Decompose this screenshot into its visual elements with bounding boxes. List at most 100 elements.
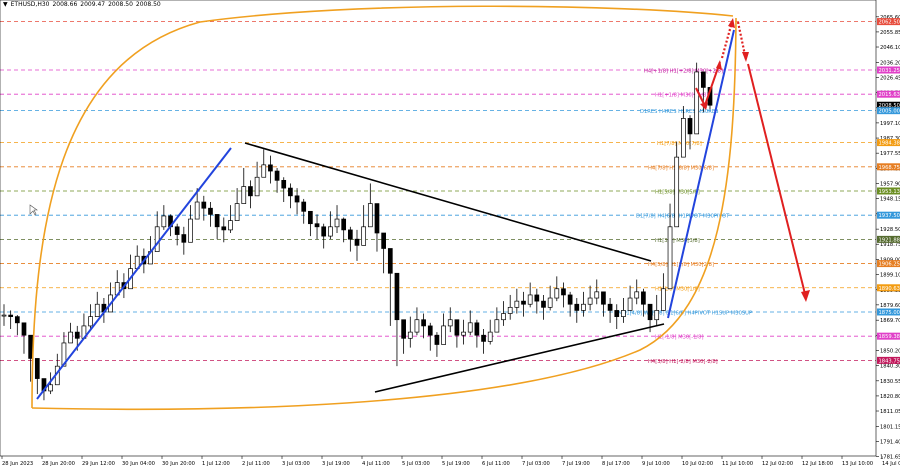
candle-body bbox=[454, 319, 460, 336]
y-tick-label: 1879.60 bbox=[880, 303, 900, 309]
candle-body bbox=[461, 331, 466, 336]
candle-body bbox=[501, 313, 506, 321]
x-tick-label: 30 Jun 20:00 bbox=[162, 461, 195, 467]
candle-body bbox=[234, 203, 240, 221]
level-label: D1[7/8] H4[6/8] H1PIVOT M30PIVOT bbox=[636, 214, 730, 220]
candle-body bbox=[674, 156, 680, 228]
candle-body bbox=[381, 232, 386, 249]
y-tick-label: 1820.80 bbox=[880, 394, 900, 400]
candle-body bbox=[268, 164, 273, 172]
red-dotted-up[interactable] bbox=[720, 21, 734, 59]
candle-body bbox=[387, 248, 393, 274]
y-tick-label: 1840.30 bbox=[880, 364, 900, 370]
x-tick-label: 7 Jul 03:00 bbox=[522, 461, 550, 467]
price-label-box bbox=[877, 139, 900, 147]
level-label: D1RES H4RES H1RES M30RES bbox=[640, 109, 718, 115]
y-tick-label: 1850.20 bbox=[880, 348, 900, 354]
red-projection-line[interactable] bbox=[747, 63, 807, 299]
price-label: 2062.50 bbox=[879, 20, 900, 26]
price-label: 2031.25 bbox=[879, 68, 900, 74]
candle-body bbox=[281, 179, 287, 189]
level-label: H4[3/8] H1[-2/8] M30[-2/8] bbox=[648, 359, 718, 365]
candle-body bbox=[174, 226, 180, 235]
candle-body bbox=[641, 291, 646, 305]
price-label: 1843.75 bbox=[879, 358, 900, 364]
candle-body bbox=[567, 294, 573, 305]
level-label: H1[3/8] M30[3/8] bbox=[655, 238, 700, 244]
y-tick-label: 1781.65 bbox=[880, 455, 900, 461]
y-tick-label: 1928.50 bbox=[880, 227, 900, 233]
price-label: 1890.63 bbox=[879, 286, 900, 292]
symbol-header: ▼ ETHUSD,H30 2008.66 2009.47 2008.50 2008.50 bbox=[3, 1, 164, 8]
candle-body bbox=[201, 201, 207, 209]
triangle-upper-line[interactable] bbox=[244, 142, 652, 262]
candle-body bbox=[261, 164, 267, 178]
candle-body bbox=[321, 226, 327, 237]
candle-body bbox=[188, 218, 193, 243]
blue-trend-line-2[interactable] bbox=[667, 29, 735, 319]
candle-body bbox=[28, 334, 33, 359]
x-tick-label: 7 Jul 19:00 bbox=[562, 461, 590, 467]
candle-body bbox=[61, 342, 67, 367]
candle-body bbox=[1, 314, 7, 317]
x-tick-label: 5 Jul 03:00 bbox=[402, 461, 430, 467]
candle-body bbox=[208, 207, 213, 215]
candle-body bbox=[687, 118, 693, 135]
candle-body bbox=[601, 291, 606, 305]
level-label: H4[+1/8] H1[+2/8] M30[+2/8] bbox=[644, 69, 723, 75]
candle-body bbox=[647, 303, 653, 321]
y-tick-label: 1957.90 bbox=[880, 182, 900, 188]
x-tick-label: 10 Jul 02:00 bbox=[682, 461, 713, 467]
candles-layer bbox=[1, 62, 713, 401]
candle-body bbox=[8, 314, 14, 317]
candle-body bbox=[354, 238, 360, 246]
x-tick-label: 12 Jul 18:00 bbox=[802, 461, 833, 467]
collapse-arrow-icon[interactable]: ▼ bbox=[3, 1, 8, 8]
candle-body bbox=[447, 319, 453, 327]
triangle-lower-line[interactable] bbox=[374, 323, 665, 393]
y-tick-label: 1801.15 bbox=[880, 424, 900, 430]
price-label-box bbox=[877, 332, 900, 340]
candle-body bbox=[401, 319, 406, 339]
red-arrow-up-1[interactable] bbox=[703, 61, 721, 109]
candle-body bbox=[661, 288, 666, 311]
x-tick-label: 4 Jul 11:00 bbox=[362, 461, 390, 467]
candle-body bbox=[521, 300, 526, 305]
y-tick-label: 1977.55 bbox=[880, 151, 900, 157]
candle-body bbox=[361, 226, 367, 246]
candle-body bbox=[587, 297, 593, 305]
y-tick-label: 2036.20 bbox=[880, 60, 900, 66]
red-arrowhead-down-1 bbox=[700, 102, 708, 110]
x-tick-label: 6 Jul 11:00 bbox=[482, 461, 510, 467]
blue-trend-line-1[interactable] bbox=[36, 147, 232, 400]
red-arrowhead-up-1 bbox=[716, 60, 722, 70]
y-tick-label: 2026.45 bbox=[880, 75, 900, 81]
orange-arc-outer[interactable] bbox=[31, 5, 734, 409]
x-tick-label: 28 Jun 20:00 bbox=[42, 461, 75, 467]
price-label-box bbox=[877, 107, 900, 115]
price-label-box bbox=[877, 66, 900, 74]
x-tick-label: 8 Jul 17:00 bbox=[602, 461, 630, 467]
candle-body bbox=[574, 303, 580, 311]
orange-arc-inner[interactable] bbox=[31, 17, 737, 411]
price-label: 1906.25 bbox=[879, 262, 900, 268]
plot-frame bbox=[0, 0, 877, 457]
candle-body bbox=[547, 297, 553, 308]
candle-body bbox=[487, 331, 493, 342]
red-arrowhead-down-2 bbox=[742, 52, 749, 62]
y-tick-label: 1997.10 bbox=[880, 121, 900, 127]
candle-body bbox=[467, 322, 473, 333]
red-arrowhead-up-2 bbox=[728, 18, 735, 28]
candle-body bbox=[74, 331, 80, 339]
candle-body bbox=[294, 195, 300, 203]
candle-body bbox=[274, 170, 280, 181]
x-tick-label: 11 Jul 10:00 bbox=[722, 461, 753, 467]
price-label: 1921.88 bbox=[879, 237, 900, 243]
candle-body bbox=[314, 223, 320, 228]
x-tick-label: 2 Jul 11:00 bbox=[242, 461, 270, 467]
y-tick-label: 1830.55 bbox=[880, 379, 900, 385]
candle-body bbox=[541, 300, 546, 308]
price-label-box bbox=[877, 211, 900, 219]
